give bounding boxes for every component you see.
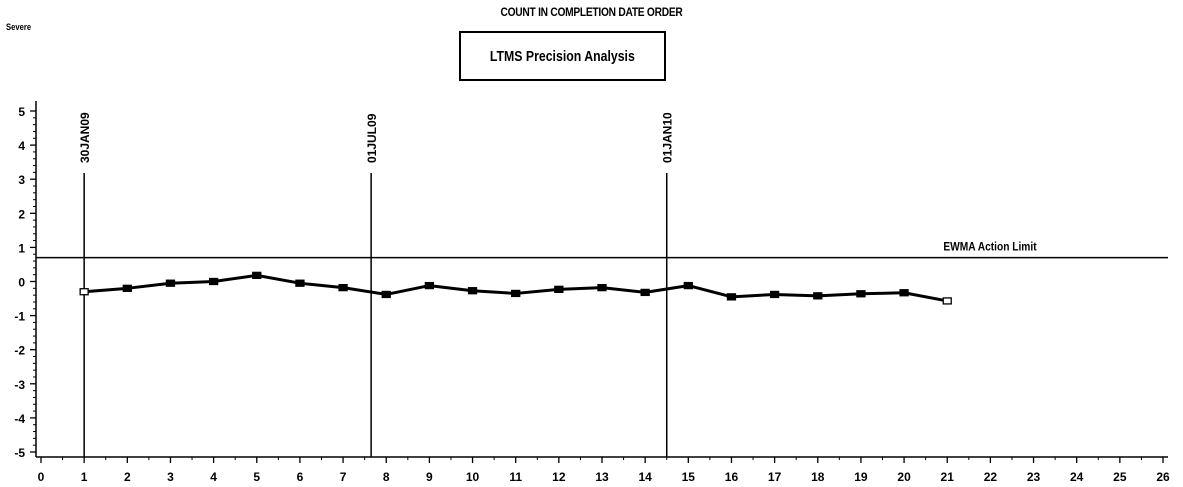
x-tick-label: 5 [253, 470, 260, 484]
data-point [295, 279, 305, 287]
data-point [252, 271, 262, 280]
x-tick-label: 9 [426, 470, 433, 484]
reference-lines: EWMA Action Limit [36, 241, 1168, 259]
data-point [942, 297, 952, 305]
data-point [554, 285, 564, 293]
x-tick-label: 6 [297, 470, 304, 484]
y-tick-label: -4 [14, 412, 25, 426]
data-point [899, 289, 909, 297]
chart-title: COUNT IN COMPLETION DATE ORDER [500, 5, 683, 19]
x-tick-label: 26 [1156, 470, 1170, 484]
chart-subtitle: LTMS Precision Analysis [490, 47, 635, 65]
x-tick-label: 17 [768, 470, 782, 484]
x-tick-label: 1 [81, 470, 88, 484]
x-tick-label: 11 [509, 470, 522, 484]
date-marker-label: 30JAN09 [78, 112, 92, 163]
data-point [511, 289, 521, 298]
x-tick-label: 14 [638, 470, 652, 484]
data-point [424, 281, 435, 290]
date-marker-label: 01JUL09 [365, 113, 379, 163]
y-tick-label: 3 [18, 173, 25, 187]
x-tick-label: 16 [725, 470, 739, 484]
x-tick-label: 2 [124, 470, 131, 484]
x-tick-label: 10 [466, 470, 480, 484]
x-tick-label: 23 [1027, 470, 1041, 484]
data-point [683, 281, 693, 290]
chart-subtitle-box: LTMS Precision Analysis [459, 31, 666, 81]
x-tick-label: 18 [811, 470, 825, 484]
data-point [726, 293, 737, 301]
date-marker-label: 01JAN10 [661, 112, 675, 163]
data-point [640, 288, 650, 297]
x-tick-label: 12 [552, 470, 566, 484]
data-point [769, 290, 780, 299]
x-tick-label: 13 [595, 470, 609, 484]
date-markers: 30JAN09 01JUL09 01JAN10 [78, 112, 675, 457]
y-tick-label: 2 [18, 207, 25, 221]
data-point [165, 279, 176, 287]
y-tick-label: 1 [18, 241, 25, 255]
x-tick-label: 4 [210, 470, 217, 484]
x-tick-label: 20 [897, 470, 911, 484]
ewma-action-limit-label: EWMA Action Limit [943, 241, 1036, 254]
x-tick-label: 7 [340, 470, 347, 484]
data-point [467, 287, 478, 295]
x-tick-label: 24 [1070, 470, 1084, 484]
data-point [208, 277, 219, 286]
x-tick-label: 22 [984, 470, 998, 484]
x-tick-label: 19 [854, 470, 868, 484]
y-tick-label: 4 [18, 139, 25, 153]
data-point [79, 288, 89, 296]
y-tick-label: -5 [14, 446, 25, 460]
x-tick-label: 0 [38, 470, 45, 484]
y-tick-label: 0 [18, 276, 25, 290]
plot-axes [30, 101, 1168, 463]
severity-label: Severe [6, 22, 32, 32]
data-point [856, 290, 866, 298]
data-series [79, 271, 952, 305]
x-tick-label: 25 [1113, 470, 1127, 484]
data-point [122, 284, 132, 292]
x-tick-label: 15 [682, 470, 696, 484]
x-tick-label: 3 [167, 470, 174, 484]
y-tick-label: 5 [18, 105, 25, 119]
y-tick-label: -3 [14, 378, 25, 392]
data-point [597, 283, 607, 292]
x-tick-label: 8 [383, 470, 390, 484]
x-tick-label: 21 [941, 470, 955, 484]
y-tick-label: -2 [14, 344, 25, 358]
data-point [381, 290, 391, 299]
data-point [813, 292, 823, 300]
y-tick-label: -1 [14, 310, 25, 324]
data-point [338, 283, 348, 292]
